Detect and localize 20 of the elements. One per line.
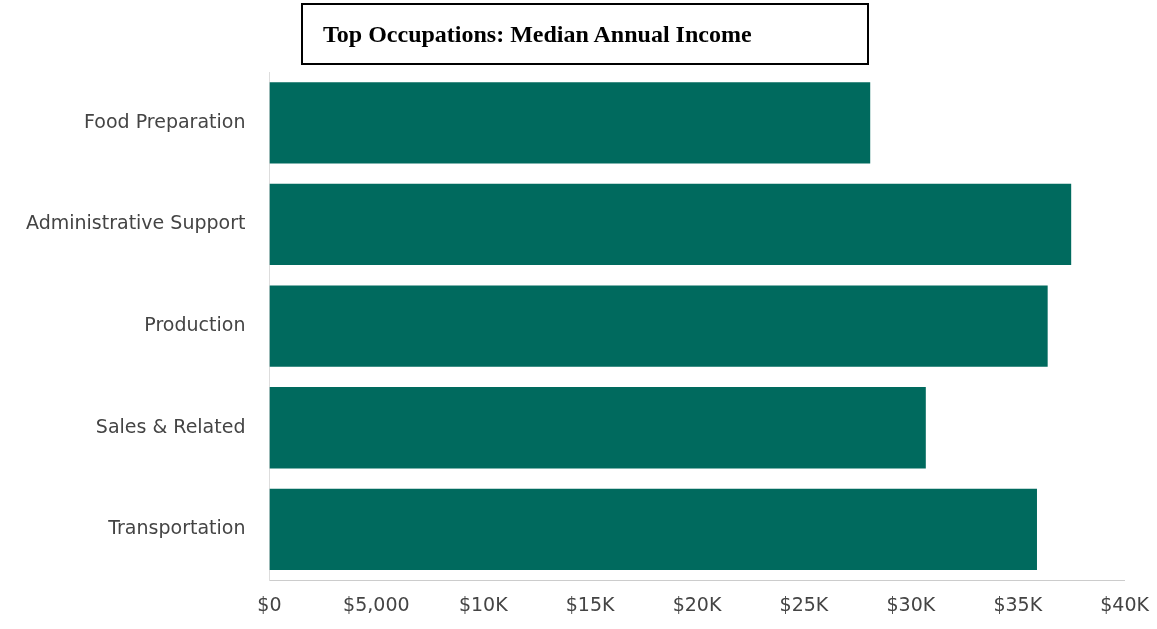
- chart-title: Top Occupations: Median Annual Income: [301, 3, 869, 65]
- y-tick-label: Production: [144, 313, 246, 336]
- y-tick-label: Transportation: [107, 516, 246, 539]
- bar: [269, 82, 871, 164]
- x-tick-label: $35K: [993, 592, 1043, 615]
- x-tick-label: $10K: [458, 592, 509, 615]
- y-tick-label: Sales & Related: [95, 414, 246, 437]
- x-tick-label: $25K: [779, 592, 829, 615]
- x-tick-label: $15K: [565, 592, 616, 615]
- x-tick-label: $5,000: [343, 592, 410, 615]
- y-tick-label: Administrative Support: [25, 211, 246, 234]
- x-tick-label: $0: [257, 592, 282, 615]
- bar: [269, 387, 926, 469]
- x-tick-label: $40K: [1100, 592, 1150, 615]
- bar: [269, 488, 1037, 571]
- y-tick-label: Food Preparation: [84, 109, 246, 132]
- x-tick-label: $20K: [672, 592, 722, 615]
- x-tick-label: $30K: [886, 592, 936, 615]
- bar: [269, 285, 1048, 367]
- bar: [269, 183, 1072, 266]
